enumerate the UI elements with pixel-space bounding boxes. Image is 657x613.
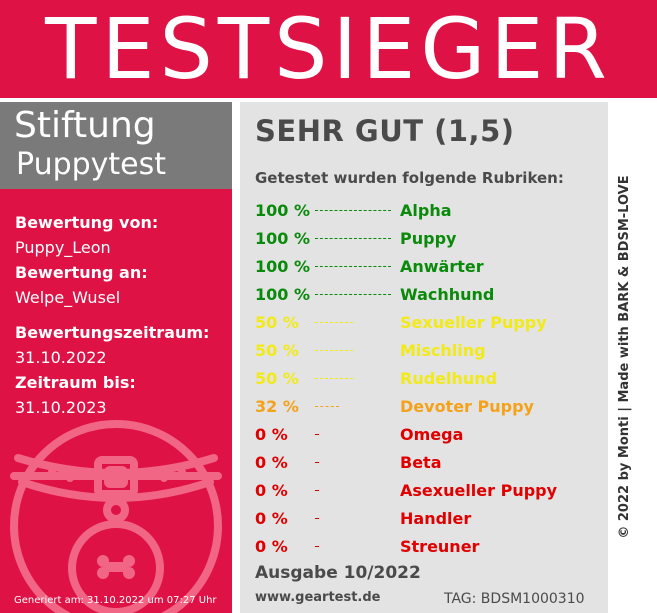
copyright-vertical: © 2022 by Monti | Made with BARK & BDSM-… <box>617 175 632 539</box>
category-row: 100 % Puppy <box>255 227 605 251</box>
category-leader-line <box>315 406 339 407</box>
category-leader-line <box>315 210 391 211</box>
category-percent: 0 % <box>255 453 288 472</box>
category-leader-line <box>315 546 319 547</box>
category-row: 0 % Handler <box>255 507 605 531</box>
category-name: Devoter Puppy <box>400 397 534 416</box>
category-name: Mischling <box>400 341 486 360</box>
category-row: 50 % Sexueller Puppy <box>255 311 605 335</box>
category-leader-line <box>315 378 353 379</box>
category-name: Sexueller Puppy <box>400 313 547 332</box>
category-name: Omega <box>400 425 464 444</box>
generated-timestamp: Generiert am: 31.10.2022 um 07:27 Uhr <box>14 595 217 606</box>
category-row: 50 % Mischling <box>255 339 605 363</box>
testsieger-banner: TESTSIEGER <box>0 0 657 98</box>
category-percent: 100 % <box>255 229 310 248</box>
category-leader-line <box>315 434 319 435</box>
category-percent: 100 % <box>255 257 310 276</box>
organization-name-line2: Puppytest <box>16 147 167 182</box>
category-percent: 50 % <box>255 313 299 332</box>
rating-to-label: Bewertung an: <box>15 263 148 282</box>
category-name: Streuner <box>400 537 480 556</box>
result-panel: SEHR GUT (1,5) Getestet wurden folgende … <box>240 102 608 613</box>
category-percent: 0 % <box>255 509 288 528</box>
banner-title: TESTSIEGER <box>45 0 612 98</box>
category-name: Beta <box>400 453 442 472</box>
rating-to-value: Welpe_Wusel <box>15 288 121 307</box>
period-label: Bewertungszeitraum: <box>15 323 210 342</box>
rating-by-label: Bewertung von: <box>15 213 159 232</box>
category-percent: 0 % <box>255 481 288 500</box>
category-percent: 0 % <box>255 537 288 556</box>
until-label: Zeitraum bis: <box>15 373 136 392</box>
category-percent: 0 % <box>255 425 288 444</box>
rating-by-value: Puppy_Leon <box>15 238 111 257</box>
category-name: Wachhund <box>400 285 495 304</box>
category-percent: 32 % <box>255 397 299 416</box>
category-row: 0 % Omega <box>255 423 605 447</box>
issue-label: Ausgabe 10/2022 <box>255 563 421 583</box>
category-leader-line <box>315 322 353 323</box>
category-name: Anwärter <box>400 257 484 276</box>
dog-collar-seal-icon <box>10 420 222 613</box>
category-leader-line <box>315 238 391 239</box>
category-row: 0 % Asexueller Puppy <box>255 479 605 503</box>
category-leader-line <box>315 350 353 351</box>
category-percent: 50 % <box>255 341 299 360</box>
category-name: Asexueller Puppy <box>400 481 558 500</box>
category-leader-line <box>315 490 319 491</box>
category-percent: 100 % <box>255 285 310 304</box>
category-row: 50 % Rudelhund <box>255 367 605 391</box>
category-row: 0 % Streuner <box>255 535 605 559</box>
category-leader-line <box>315 266 391 267</box>
category-row: 32 % Devoter Puppy <box>255 395 605 419</box>
until-value: 31.10.2023 <box>15 398 107 417</box>
category-leader-line <box>315 294 391 295</box>
category-name: Puppy <box>400 229 457 248</box>
category-percent: 50 % <box>255 369 299 388</box>
organization-name-line1: Stiftung <box>14 105 156 146</box>
category-row: 100 % Alpha <box>255 199 605 223</box>
categories-heading: Getestet wurden folgende Rubriken: <box>255 169 564 187</box>
category-name: Handler <box>400 509 472 528</box>
period-value: 31.10.2022 <box>15 348 107 367</box>
left-panel: Stiftung Puppytest Bewertung von: Puppy_… <box>0 102 232 613</box>
organization-box: Stiftung Puppytest <box>0 102 232 189</box>
grade-heading: SEHR GUT (1,5) <box>255 114 515 148</box>
category-name: Rudelhund <box>400 369 498 388</box>
category-leader-line <box>315 518 319 519</box>
category-row: 100 % Anwärter <box>255 255 605 279</box>
tag-id: TAG: BDSM1000310 <box>444 591 585 607</box>
category-row: 0 % Beta <box>255 451 605 475</box>
category-leader-line <box>315 462 319 463</box>
website-url: www.geartest.de <box>255 590 381 605</box>
category-name: Alpha <box>400 201 452 220</box>
category-row: 100 % Wachhund <box>255 283 605 307</box>
category-percent: 100 % <box>255 201 310 220</box>
